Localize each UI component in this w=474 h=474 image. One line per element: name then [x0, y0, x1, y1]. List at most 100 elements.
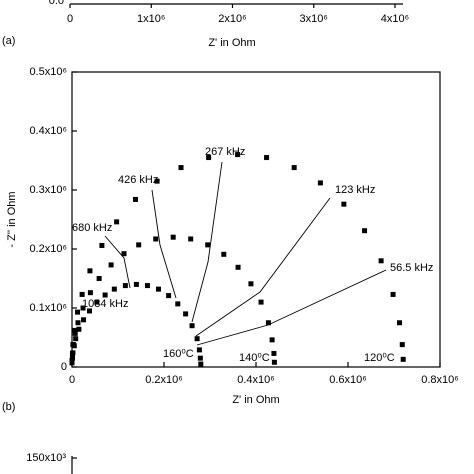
annotation: 120⁰C: [364, 352, 395, 364]
point: [94, 299, 100, 305]
point: [178, 165, 184, 171]
y-axis-label: - Z'' in Ohm: [6, 191, 18, 247]
leader-line: [151, 189, 177, 299]
point: [133, 281, 139, 287]
point: [121, 251, 127, 257]
plot-frame: [71, 71, 441, 368]
point: [189, 323, 195, 329]
panel-label: (b): [2, 401, 15, 413]
leader-line: [196, 269, 387, 346]
point: [99, 242, 105, 248]
point: [390, 291, 396, 297]
point: [194, 336, 200, 342]
annotation: 123 kHz: [335, 184, 375, 196]
point: [399, 342, 405, 348]
point: [269, 337, 275, 343]
point: [102, 292, 108, 298]
point: [70, 350, 76, 356]
point: [114, 219, 120, 225]
x-tick-label: 0.2x10⁶: [145, 374, 183, 386]
point: [144, 283, 150, 289]
x-tick-label: 2x10⁶: [218, 13, 246, 25]
point: [80, 305, 86, 311]
point: [271, 350, 277, 356]
y-tick-label: 0.1x10⁶: [29, 302, 67, 314]
point: [197, 355, 203, 361]
point: [81, 317, 86, 323]
y-tick-label: 0.0: [49, 0, 64, 7]
x-tick-label: 0: [67, 13, 73, 25]
y-tick-label: 0.3x10⁶: [29, 184, 67, 196]
point: [154, 178, 160, 184]
annotation: 56.5 kHz: [390, 262, 433, 274]
point: [73, 336, 79, 342]
y-tick-label: 0: [61, 361, 67, 373]
x-tick-label: 1x10⁶: [137, 13, 165, 25]
point: [400, 356, 406, 362]
point: [69, 355, 75, 361]
point: [132, 196, 138, 202]
x-axis-label: Z' in Ohm: [208, 37, 255, 49]
point: [183, 311, 189, 317]
panel-label: (a): [2, 35, 15, 47]
point: [87, 268, 93, 274]
point: [86, 308, 92, 314]
point: [378, 258, 384, 264]
point: [76, 326, 82, 332]
point: [188, 236, 194, 242]
y-tick-label: 150x10³: [26, 452, 66, 464]
point: [122, 283, 128, 289]
point: [341, 201, 347, 207]
point: [75, 320, 81, 326]
point: [71, 327, 77, 333]
leader-line: [195, 197, 331, 337]
point: [166, 293, 172, 299]
point: [79, 291, 85, 297]
point: [153, 236, 159, 242]
point: [265, 320, 271, 326]
y-tick-label: 0.4x10⁶: [29, 125, 67, 137]
point: [75, 309, 81, 315]
point: [362, 228, 368, 234]
annotation: 140⁰C: [239, 352, 270, 364]
point: [291, 165, 297, 171]
point: [235, 264, 241, 270]
point: [87, 290, 93, 296]
x-tick-label: 0.4x10⁶: [237, 374, 275, 386]
leader-line: [104, 235, 131, 289]
point: [72, 330, 78, 336]
annotation: 160⁰C: [163, 348, 194, 360]
point: [264, 155, 270, 161]
point: [175, 301, 181, 307]
leader-line: [191, 161, 223, 323]
x-tick-label: 4x10⁶: [381, 13, 409, 25]
y-tick-label: 0.5x10⁶: [29, 66, 67, 78]
annotation: 1084 kHz: [82, 298, 128, 310]
point: [248, 281, 254, 287]
point: [69, 360, 75, 366]
point: [205, 242, 211, 248]
point: [108, 262, 114, 268]
point: [96, 276, 102, 281]
point: [111, 286, 117, 292]
point: [155, 286, 161, 292]
y-tick-label: 0.2x10⁶: [29, 243, 67, 255]
point: [206, 155, 212, 161]
annotation: 680 kHz: [72, 222, 112, 234]
point: [258, 299, 264, 305]
annotation: 267 kHz: [205, 146, 245, 158]
point: [71, 343, 77, 349]
x-axis-label: Z' in Ohm: [232, 394, 279, 406]
point: [235, 152, 241, 158]
point: [271, 359, 277, 365]
point: [198, 361, 204, 367]
point: [196, 347, 202, 353]
x-tick-label: 0.8x10⁶: [421, 374, 459, 386]
point: [221, 251, 227, 257]
point: [170, 234, 176, 240]
point: [397, 320, 403, 326]
x-tick-label: 3x10⁶: [300, 13, 328, 25]
x-tick-label: 0: [69, 374, 75, 386]
point: [136, 242, 142, 248]
